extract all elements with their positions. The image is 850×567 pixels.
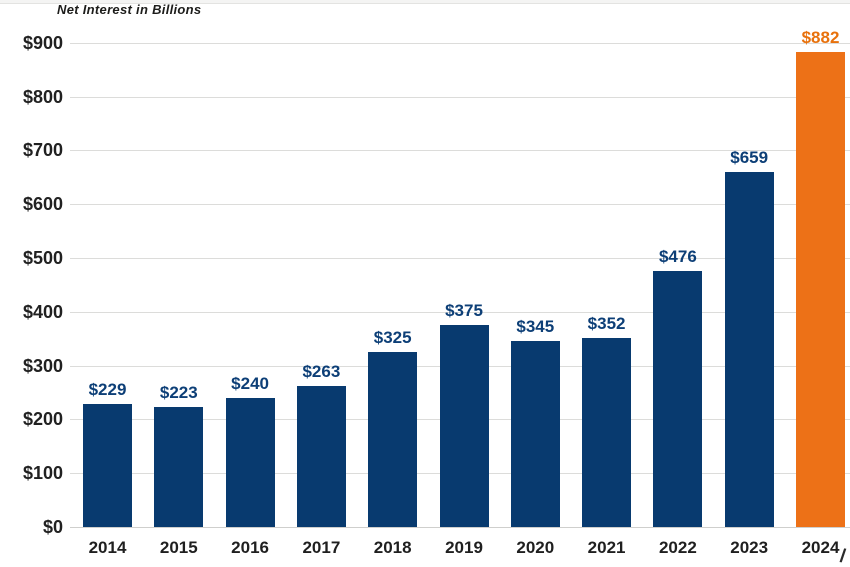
bar-2020: [510, 341, 560, 527]
chart-title: Net Interest in Billions: [57, 2, 202, 17]
gridline-500: [70, 257, 850, 259]
y-axis-tick-400: $400: [22, 301, 63, 322]
x-axis-tick-2014: 2014: [88, 538, 127, 557]
bar-value-label-2014: $229: [88, 379, 127, 399]
y-axis-tick-700: $700: [22, 140, 63, 161]
bar-2023: [724, 172, 774, 527]
bar-2022: [653, 270, 703, 527]
x-axis-tick-2020: 2020: [516, 538, 555, 557]
bar-value-label-2020: $345: [516, 317, 555, 337]
x-axis-tick-2022: 2022: [658, 538, 697, 557]
bar-value-label-2023: $659: [730, 148, 769, 168]
gridline-900: [70, 42, 850, 44]
gridline-700: [70, 150, 850, 152]
bar-value-label-2019: $375: [445, 301, 483, 321]
y-axis-tick-600: $600: [22, 194, 63, 215]
bar-value-label-2018: $325: [373, 328, 412, 348]
y-axis-tick-0: $0: [42, 517, 63, 537]
bar-2018: [368, 352, 418, 527]
bar-value-label-2017: $263: [302, 361, 341, 381]
bar-value-label-2016: $240: [231, 373, 269, 393]
bar-2017: [296, 385, 346, 527]
bar-2024: [796, 52, 845, 527]
x-axis-tick-2016: 2016: [231, 538, 269, 557]
y-axis-tick-500: $500: [22, 247, 63, 268]
y-axis-tick-900: $900: [22, 32, 63, 53]
bar-2014: [83, 403, 132, 527]
bar-value-label-2024: $882: [801, 28, 840, 48]
gridline-600: [70, 204, 850, 206]
bar-value-label-2022: $476: [658, 246, 697, 266]
bar-2019: [439, 325, 489, 527]
x-axis-tick-2021: 2021: [587, 538, 626, 557]
y-axis-tick-100: $100: [22, 463, 63, 484]
bar-value-label-2015: $223: [159, 383, 198, 402]
x-axis-tick-2019: 2019: [445, 538, 483, 557]
bar-2015: [154, 407, 204, 527]
x-axis-tick-2023: 2023: [730, 538, 769, 557]
gridline-800: [70, 96, 850, 98]
x-axis-tick-2015: 2015: [159, 538, 198, 557]
bar-2016: [225, 397, 275, 527]
y-axis-tick-200: $200: [22, 409, 63, 430]
x-axis-tick-2024: 2024: [801, 538, 840, 557]
x-axis-tick-2017: 2017: [302, 538, 341, 557]
top-border-strip: [0, 0, 850, 4]
gridline-400: [70, 311, 850, 313]
gridline-0: [70, 527, 850, 528]
y-axis-tick-300: $300: [22, 355, 63, 376]
x-axis-tick-2018: 2018: [373, 538, 412, 557]
bar-value-label-2021: $352: [587, 313, 626, 333]
y-axis-tick-800: $800: [22, 86, 63, 107]
bar-2021: [582, 337, 632, 527]
